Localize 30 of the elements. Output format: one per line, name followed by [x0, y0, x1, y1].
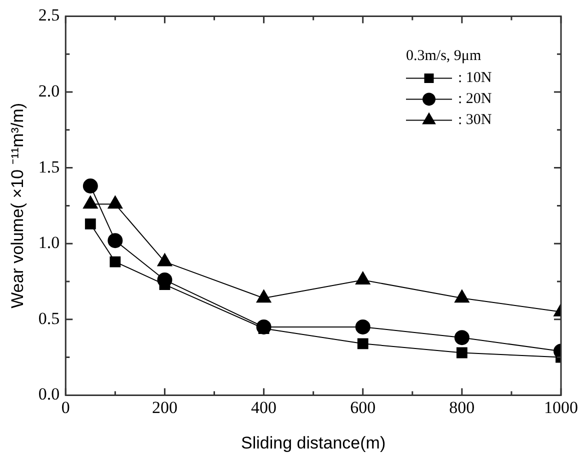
point: [256, 319, 272, 334]
point: [108, 196, 123, 209]
point: [110, 256, 121, 268]
point: [82, 178, 98, 194]
x-tick-label: 0: [61, 398, 70, 417]
point: [84, 218, 96, 230]
y-tick-label: 1.5: [38, 157, 60, 176]
point: [355, 319, 370, 334]
legend-label: : 20N: [458, 91, 492, 108]
y-tick-label: 0.5: [38, 308, 60, 328]
point: [456, 347, 468, 358]
x-tick-label: 200: [152, 398, 178, 417]
y-tick-label: 2.5: [38, 6, 60, 25]
legend-title: 0.3m/s, 9μm: [406, 48, 482, 64]
point: [108, 233, 123, 248]
point: [82, 196, 98, 209]
x-tick-label: 1000: [544, 398, 578, 417]
x-tick-label: 600: [350, 398, 376, 417]
legend-label: : 10N: [458, 70, 492, 86]
point: [454, 330, 470, 346]
point: [157, 272, 172, 288]
y-tick-label: 2.0: [38, 81, 60, 100]
x-tick-label: 400: [251, 398, 277, 417]
y-tick-label: 0.0: [38, 384, 60, 404]
y-tick-label: 1.0: [38, 233, 60, 252]
y-axis-title: Wear volume( ×10 ⁻¹¹m³/m): [8, 102, 27, 308]
x-axis-title: Sliding distance(m): [241, 433, 386, 452]
x-tick-label: 800: [449, 398, 475, 417]
point: [357, 338, 368, 350]
legend-label: : 30N: [458, 112, 492, 128]
